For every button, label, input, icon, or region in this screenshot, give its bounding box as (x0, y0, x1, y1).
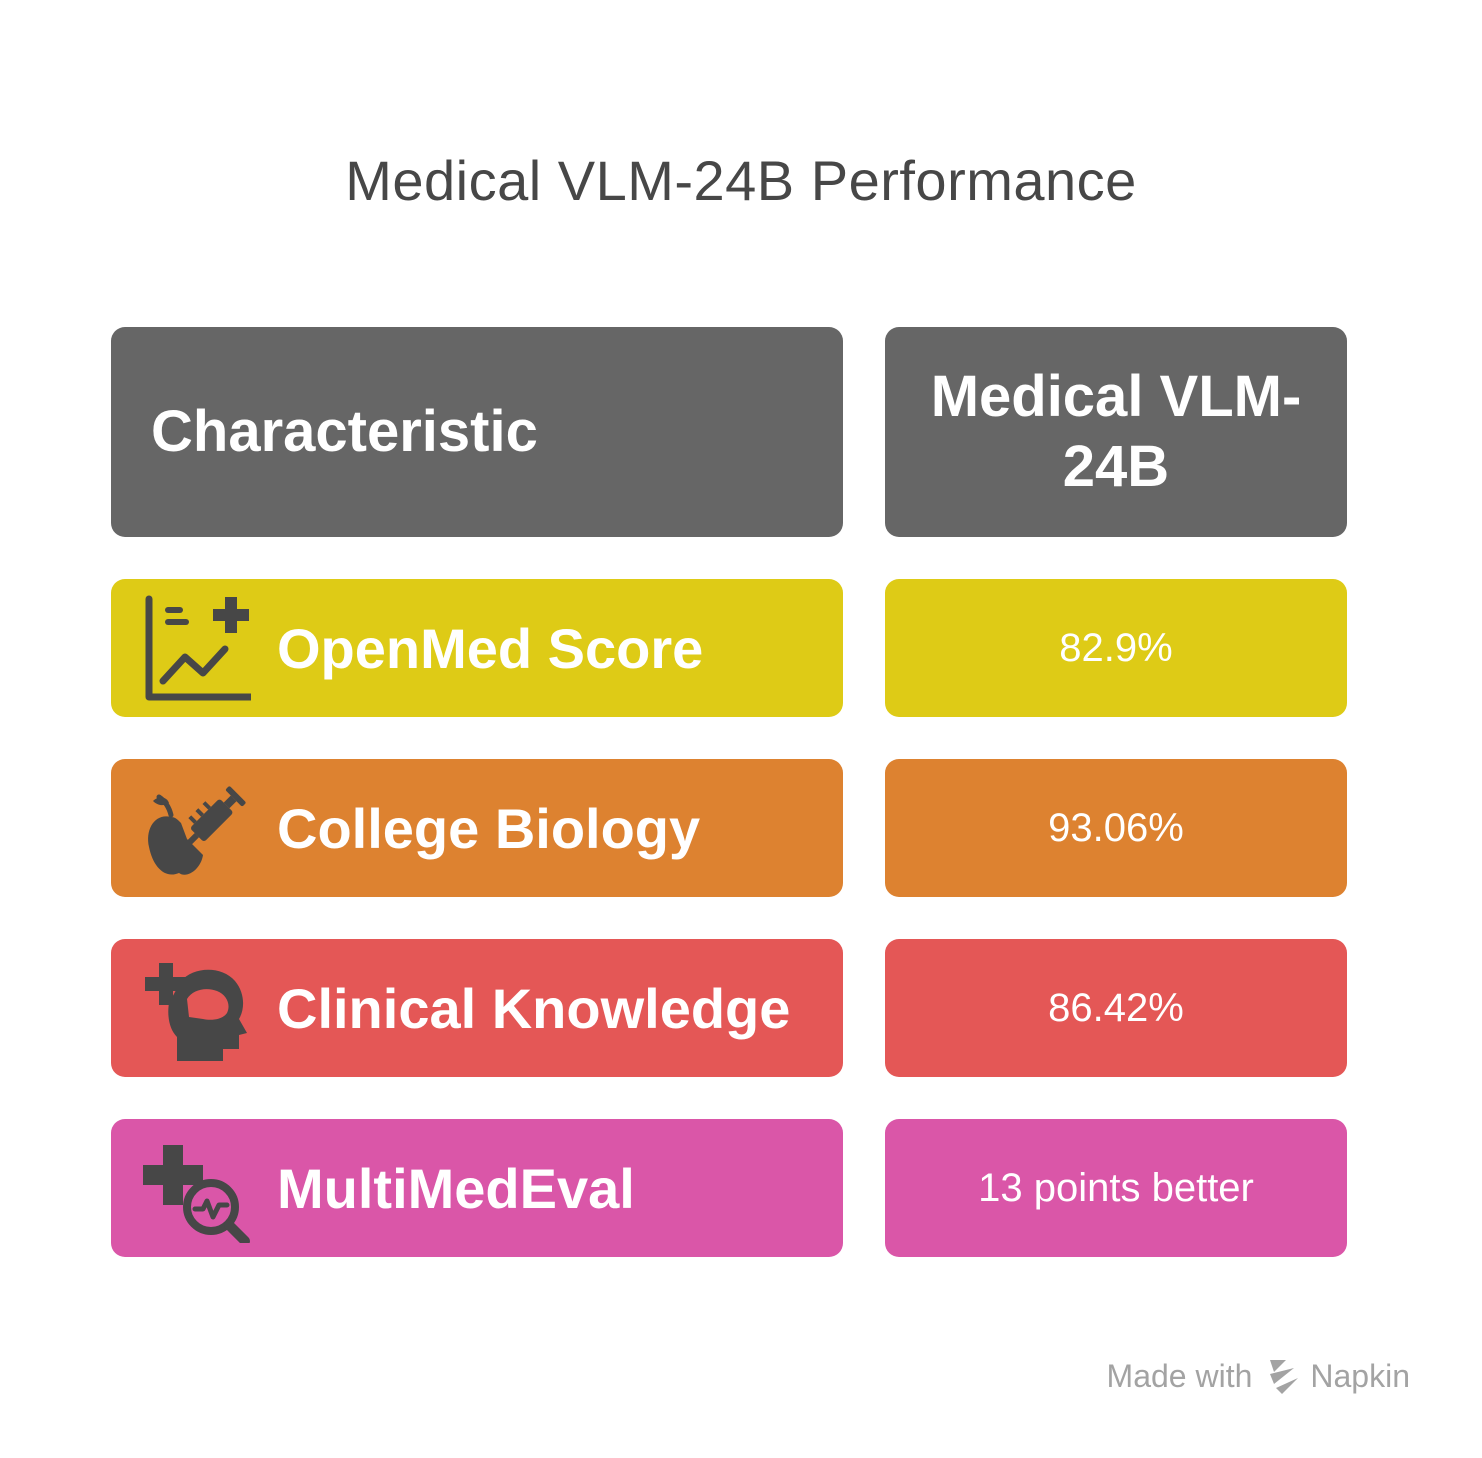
row-openmed-value-cell: 82.9% (885, 579, 1347, 717)
page-title: Medical VLM-24B Performance (345, 149, 1137, 212)
header-model: Medical VLM-24B (885, 327, 1347, 537)
row-biology-value-cell: 93.06% (885, 759, 1347, 897)
row-label: Clinical Knowledge (277, 976, 791, 1040)
napkin-logo-icon (1270, 1360, 1299, 1394)
apple-syringe-icon (141, 773, 251, 883)
row-biology-label-cell: College Biology (111, 759, 843, 897)
plus-magnifier-icon (141, 1133, 251, 1243)
chart-plus-icon (141, 593, 251, 703)
header-characteristic-label: Characteristic (151, 399, 538, 464)
row-value: 13 points better (978, 1165, 1254, 1210)
row-multimed-value-cell: 13 points better (885, 1119, 1347, 1257)
row-openmed-label-cell: OpenMed Score (111, 579, 843, 717)
header-model-label: Medical VLM-24B (930, 364, 1302, 499)
row-label: MultiMedEval (277, 1156, 635, 1220)
row-label: OpenMed Score (277, 616, 704, 680)
row-clinical-value-cell: 86.42% (885, 939, 1347, 1077)
row-clinical-label-cell: Clinical Knowledge (111, 939, 843, 1077)
row-label: College Biology (277, 796, 701, 860)
row-multimed-label-cell: MultiMedEval (111, 1119, 843, 1257)
row-value: 93.06% (1048, 805, 1184, 850)
row-value: 86.42% (1048, 985, 1184, 1030)
head-medical-icon (141, 953, 251, 1063)
footer-made-with: Made with (1106, 1357, 1253, 1394)
row-value: 82.9% (1059, 625, 1173, 670)
footer-brand: Napkin (1310, 1357, 1410, 1394)
footer-credit: Made with Napkin (1107, 1354, 1410, 1398)
header-characteristic: Characteristic (111, 327, 843, 537)
